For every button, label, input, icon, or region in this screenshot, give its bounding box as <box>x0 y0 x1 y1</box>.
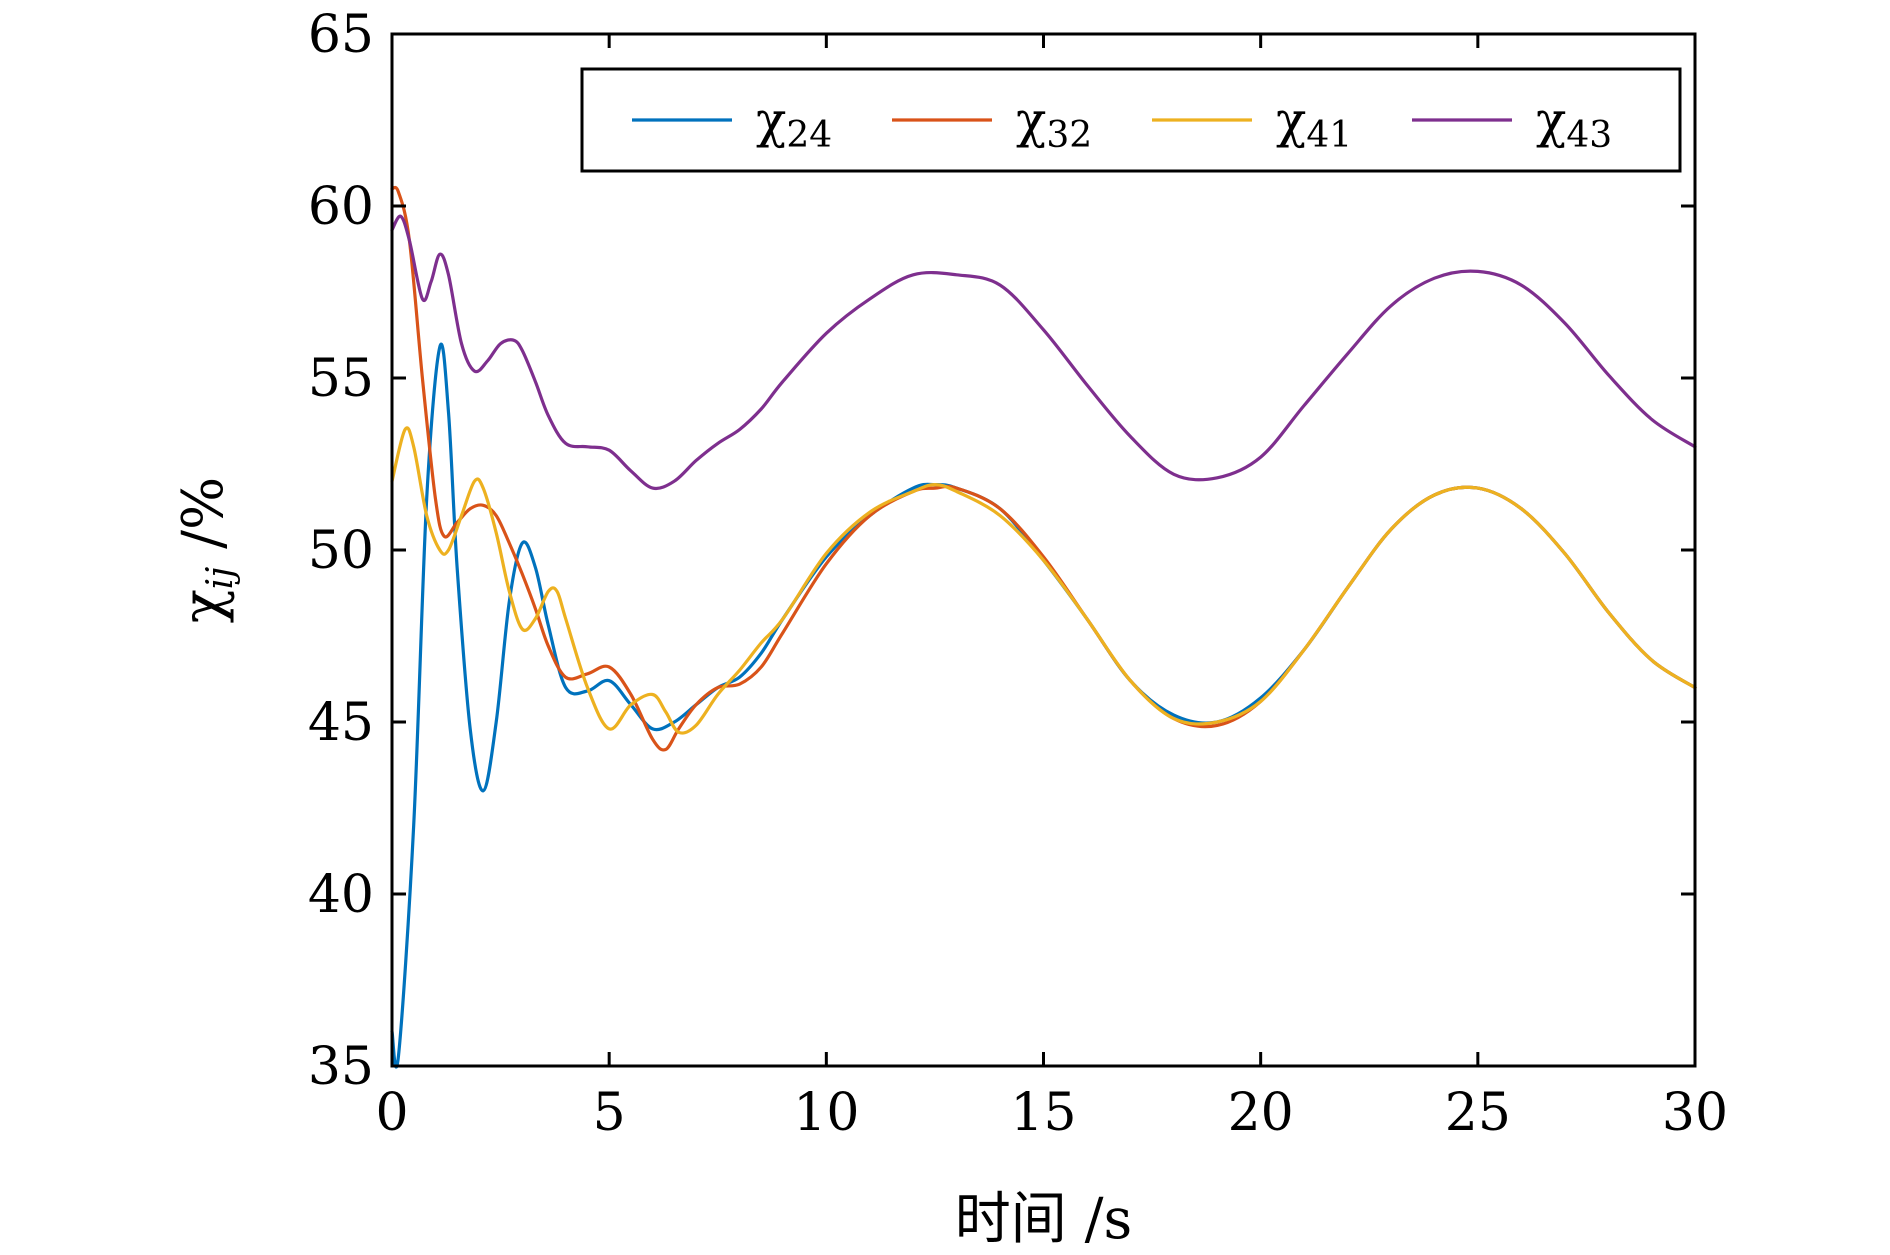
legend-label-subscript: 32 <box>1046 115 1092 156</box>
legend: χ24 χ32 χ41 χ43 <box>580 67 1682 173</box>
y-tick-label: 40 <box>308 865 374 925</box>
y-tick-label: 55 <box>308 349 374 409</box>
legend-label-subscript: 43 <box>1566 115 1612 156</box>
y-tick-label: 35 <box>308 1037 374 1097</box>
legend-box <box>580 67 1682 173</box>
x-tick-label: 30 <box>1662 1083 1728 1143</box>
legend-label-base: χ <box>1016 91 1046 149</box>
y-tick-label: 60 <box>308 177 374 237</box>
x-axis-label: 时间 /s <box>955 1187 1132 1252</box>
legend-label-subscript: 41 <box>1306 115 1352 156</box>
legend-label-base: χ <box>756 91 786 149</box>
x-tick-label: 15 <box>1010 1083 1076 1143</box>
y-tick-label: 45 <box>308 693 374 753</box>
y-axis-label-base: χ <box>171 589 236 623</box>
legend-label-24: χ24 <box>756 91 832 156</box>
legend-label-41: χ41 <box>1276 91 1352 156</box>
axis-ticks <box>390 32 1697 1068</box>
legend-label-43: χ43 <box>1536 91 1612 156</box>
legend-label-subscript: 24 <box>786 115 832 156</box>
legend-label-base: χ <box>1276 91 1306 149</box>
x-tick-label: 0 <box>375 1083 408 1143</box>
series-line-41 <box>390 426 1697 735</box>
x-tick-label: 10 <box>793 1083 859 1143</box>
axis-tick-labels: 0 5 10 15 20 25 30 35 40 45 50 55 60 65 <box>308 5 1728 1143</box>
y-axis-label-subscript: ij <box>200 567 241 590</box>
x-tick-label: 25 <box>1445 1083 1511 1143</box>
legend-label-32: χ32 <box>1016 91 1092 156</box>
x-tick-label: 20 <box>1228 1083 1294 1143</box>
legend-label-base: χ <box>1536 91 1566 149</box>
series-line-43 <box>390 214 1697 491</box>
y-axis-label-unit: /% <box>171 477 236 567</box>
x-tick-label: 5 <box>593 1083 626 1143</box>
series-layer <box>390 185 1697 1069</box>
y-axis-label: χij /% <box>171 477 241 624</box>
y-tick-label: 65 <box>308 5 374 65</box>
y-tick-label: 50 <box>308 521 374 581</box>
